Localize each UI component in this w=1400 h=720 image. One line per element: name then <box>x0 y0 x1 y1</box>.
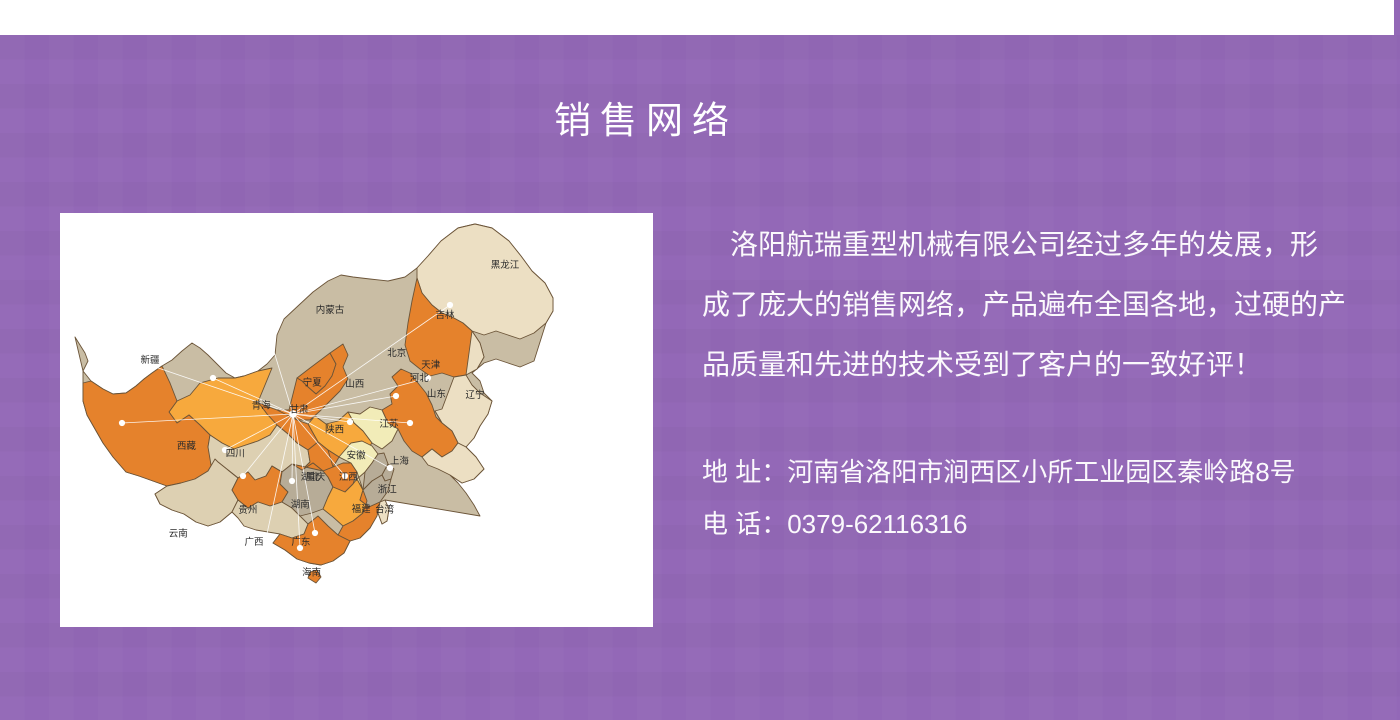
svg-text:安徽: 安徽 <box>347 449 367 461</box>
svg-text:湖北: 湖北 <box>301 472 321 483</box>
svg-text:天津: 天津 <box>421 360 441 371</box>
svg-text:新疆: 新疆 <box>140 354 160 366</box>
svg-text:江西: 江西 <box>339 472 358 483</box>
svg-text:河北: 河北 <box>410 372 430 384</box>
svg-text:黑龙江: 黑龙江 <box>491 259 520 271</box>
svg-text:云南: 云南 <box>169 528 188 540</box>
svg-text:台湾: 台湾 <box>375 504 395 516</box>
svg-text:辽宁: 辽宁 <box>465 389 484 401</box>
svg-text:上海: 上海 <box>390 455 410 467</box>
svg-text:山东: 山东 <box>427 388 446 400</box>
svg-text:福建: 福建 <box>352 503 372 515</box>
svg-text:山西: 山西 <box>345 379 364 390</box>
svg-text:北京: 北京 <box>387 347 406 359</box>
svg-text:海南: 海南 <box>302 566 321 578</box>
svg-text:广东: 广东 <box>291 536 310 548</box>
svg-text:西藏: 西藏 <box>177 440 197 452</box>
svg-text:浙江: 浙江 <box>378 484 398 496</box>
svg-text:宁夏: 宁夏 <box>303 376 323 388</box>
svg-text:江苏: 江苏 <box>379 418 399 430</box>
svg-text:贵州: 贵州 <box>238 504 257 516</box>
svg-text:湖南: 湖南 <box>291 498 310 510</box>
svg-text:四川: 四川 <box>226 449 245 460</box>
svg-text:吉林: 吉林 <box>435 309 455 321</box>
svg-text:广西: 广西 <box>244 536 263 548</box>
svg-text:青海: 青海 <box>252 399 272 411</box>
svg-text:陕西: 陕西 <box>325 424 344 436</box>
svg-text:甘肃: 甘肃 <box>289 403 308 415</box>
svg-text:内蒙古: 内蒙古 <box>316 304 345 316</box>
